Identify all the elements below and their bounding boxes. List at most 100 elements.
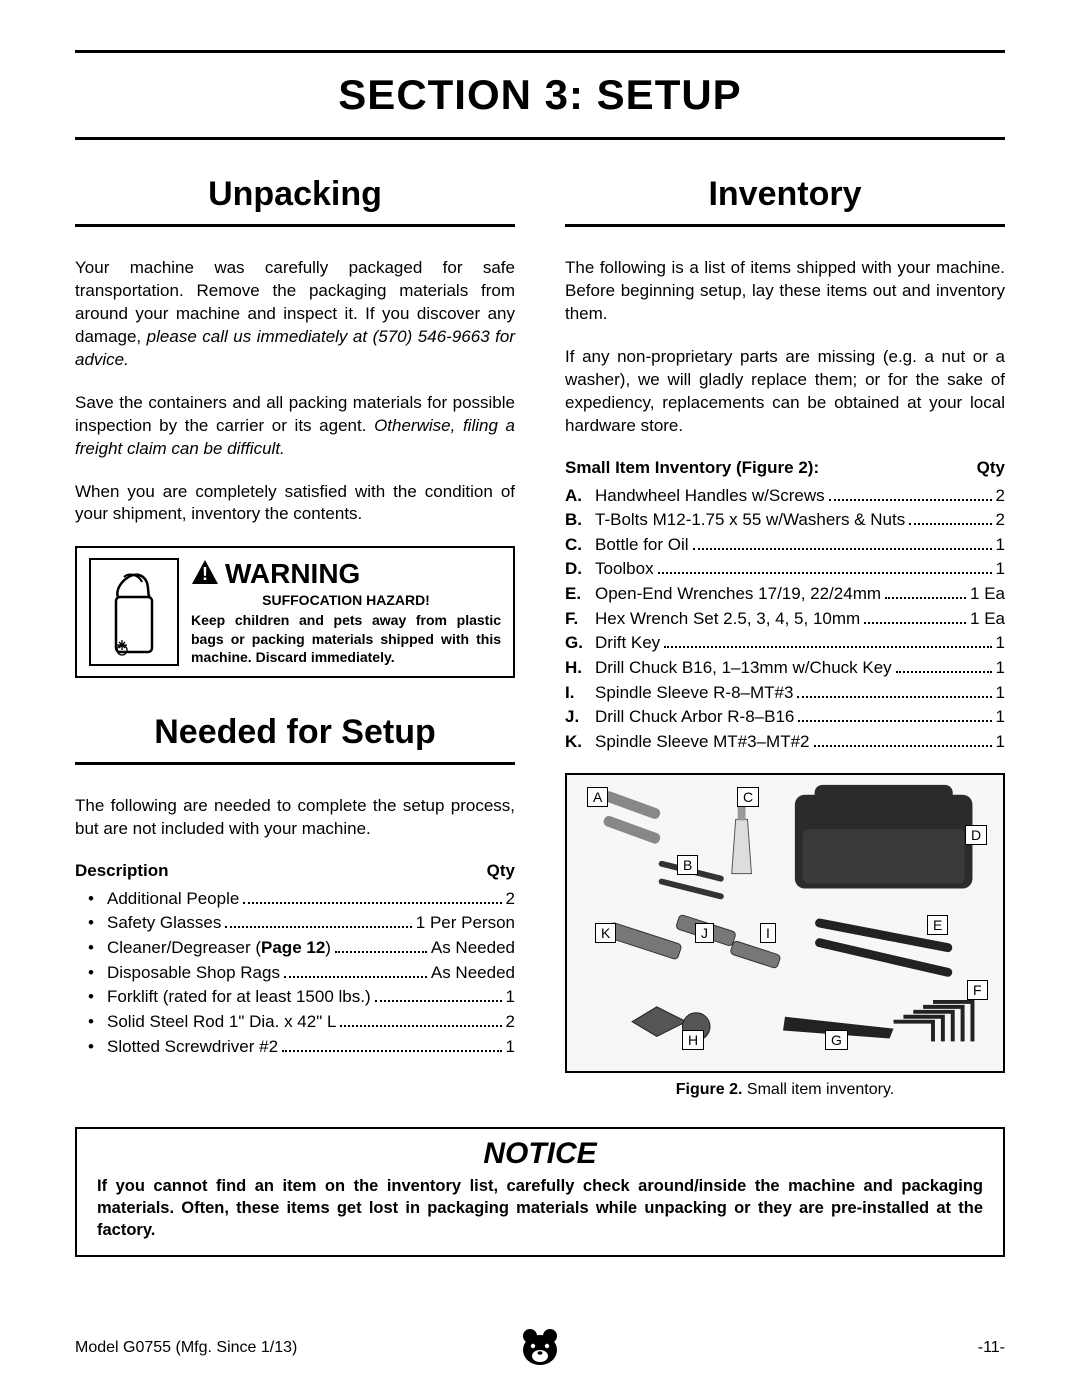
two-column-layout: Unpacking Your machine was carefully pac… bbox=[75, 175, 1005, 1099]
leader-dots bbox=[282, 1050, 502, 1052]
item-desc: Toolbox bbox=[595, 557, 654, 582]
item-desc: Drill Chuck B16, 1–13mm w/Chuck Key bbox=[595, 656, 892, 681]
fig-label-h: H bbox=[682, 1030, 704, 1050]
item-desc: T-Bolts M12-1.75 x 55 w/Washers & Nuts bbox=[595, 508, 905, 533]
bullet-icon: • bbox=[75, 985, 107, 1010]
item-desc: Spindle Sleeve R-8–MT#3 bbox=[595, 681, 793, 706]
leader-dots bbox=[335, 951, 427, 953]
footer-model: Model G0755 (Mfg. Since 1/13) bbox=[75, 1339, 297, 1357]
item-qty: 1 bbox=[996, 730, 1005, 755]
figure-caption: Figure 2. Small item inventory. bbox=[565, 1081, 1005, 1099]
right-column: Inventory The following is a list of ite… bbox=[565, 175, 1005, 1099]
inventory-list: A.Handwheel Handles w/Screws2B.T-Bolts M… bbox=[565, 484, 1005, 755]
fig-label-c: C bbox=[737, 787, 759, 807]
list-item: •Forklift (rated for at least 1500 lbs.)… bbox=[75, 985, 515, 1010]
fig-caption-text: Small item inventory. bbox=[742, 1081, 894, 1098]
fig-label-i: I bbox=[760, 923, 776, 943]
list-item: D.Toolbox 1 bbox=[565, 557, 1005, 582]
warning-text: ! WARNING SUFFOCATION HAZARD! Keep child… bbox=[191, 558, 501, 666]
list-item: •Solid Steel Rod 1" Dia. x 42" L 2 bbox=[75, 1010, 515, 1035]
svg-text:!: ! bbox=[202, 564, 208, 584]
warning-box: ! WARNING SUFFOCATION HAZARD! Keep child… bbox=[75, 546, 515, 678]
item-desc: Drift Key bbox=[595, 631, 660, 656]
item-desc: Bottle for Oil bbox=[595, 533, 689, 558]
item-letter: C. bbox=[565, 533, 595, 558]
item-letter: D. bbox=[565, 557, 595, 582]
col-description: Description bbox=[75, 861, 169, 881]
item-qty: 1 bbox=[996, 557, 1005, 582]
col-qty: Qty bbox=[487, 861, 515, 881]
warning-heading: ! WARNING bbox=[191, 558, 501, 590]
fig-label-e: E bbox=[927, 915, 948, 935]
leader-dots bbox=[797, 696, 991, 698]
item-letter: F. bbox=[565, 607, 595, 632]
leader-dots bbox=[243, 902, 501, 904]
col-description: Small Item Inventory (Figure 2): bbox=[565, 458, 819, 478]
item-desc: Slotted Screwdriver #2 bbox=[107, 1035, 278, 1060]
notice-heading: NOTICE bbox=[97, 1137, 983, 1171]
item-letter: K. bbox=[565, 730, 595, 755]
leader-dots bbox=[225, 926, 411, 928]
item-letter: B. bbox=[565, 508, 595, 533]
leader-dots bbox=[284, 976, 427, 978]
unpacking-heading: Unpacking bbox=[75, 175, 515, 227]
inventory-heading: Inventory bbox=[565, 175, 1005, 227]
warning-body: Keep children and pets away from plastic… bbox=[191, 611, 501, 666]
list-item: •Disposable Shop RagsAs Needed bbox=[75, 961, 515, 986]
leader-dots bbox=[896, 671, 992, 673]
item-letter: J. bbox=[565, 705, 595, 730]
inventory-p2: If any non-proprietary parts are missing… bbox=[565, 346, 1005, 438]
leader-dots bbox=[864, 622, 966, 624]
list-item: •Safety Glasses1 Per Person bbox=[75, 911, 515, 936]
needed-heading: Needed for Setup bbox=[75, 713, 515, 765]
leader-dots bbox=[664, 646, 991, 648]
fig-label-k: K bbox=[595, 923, 616, 943]
item-qty: 2 bbox=[996, 508, 1005, 533]
bullet-icon: • bbox=[75, 887, 107, 912]
list-item: K.Spindle Sleeve MT#3–MT#21 bbox=[565, 730, 1005, 755]
fig-label-d: D bbox=[965, 825, 987, 845]
item-qty: 2 bbox=[506, 1010, 515, 1035]
fig-label-g: G bbox=[825, 1030, 848, 1050]
item-desc: Disposable Shop Rags bbox=[107, 961, 280, 986]
page-footer: Model G0755 (Mfg. Since 1/13) -11- bbox=[75, 1339, 1005, 1357]
item-desc: Solid Steel Rod 1" Dia. x 42" L bbox=[107, 1010, 336, 1035]
item-qty: 1 Per Person bbox=[416, 911, 515, 936]
fig-label-a: A bbox=[587, 787, 608, 807]
leader-dots bbox=[693, 548, 992, 550]
list-item: C.Bottle for Oil 1 bbox=[565, 533, 1005, 558]
leader-dots bbox=[658, 572, 992, 574]
left-column: Unpacking Your machine was carefully pac… bbox=[75, 175, 515, 1099]
leader-dots bbox=[885, 597, 966, 599]
list-item: E.Open-End Wrenches 17/19, 22/24mm1 Ea bbox=[565, 582, 1005, 607]
item-desc: Hex Wrench Set 2.5, 3, 4, 5, 10mm bbox=[595, 607, 860, 632]
item-desc: Safety Glasses bbox=[107, 911, 221, 936]
fig-label-f: F bbox=[967, 980, 988, 1000]
item-qty: 2 bbox=[996, 484, 1005, 509]
list-item: •Cleaner/Degreaser (Page 12)As Needed bbox=[75, 936, 515, 961]
item-desc: Cleaner/Degreaser (Page 12) bbox=[107, 936, 331, 961]
bullet-icon: • bbox=[75, 1010, 107, 1035]
item-qty: 1 bbox=[996, 681, 1005, 706]
item-desc: Forklift (rated for at least 1500 lbs.) bbox=[107, 985, 371, 1010]
inventory-p1: The following is a list of items shipped… bbox=[565, 257, 1005, 326]
item-letter: I. bbox=[565, 681, 595, 706]
bullet-icon: • bbox=[75, 1035, 107, 1060]
list-item: G.Drift Key1 bbox=[565, 631, 1005, 656]
leader-dots bbox=[375, 1000, 502, 1002]
col-qty: Qty bbox=[977, 458, 1005, 478]
item-qty: As Needed bbox=[431, 936, 515, 961]
item-qty: 1 Ea bbox=[970, 582, 1005, 607]
item-desc: Open-End Wrenches 17/19, 22/24mm bbox=[595, 582, 881, 607]
needed-intro: The following are needed to complete the… bbox=[75, 795, 515, 841]
unpacking-p3: When you are completely satisfied with t… bbox=[75, 481, 515, 527]
needed-list: •Additional People2•Safety Glasses1 Per … bbox=[75, 887, 515, 1059]
item-letter: G. bbox=[565, 631, 595, 656]
item-qty: As Needed bbox=[431, 961, 515, 986]
unpacking-p1: Your machine was carefully packaged for … bbox=[75, 257, 515, 372]
needed-list-header: Description Qty bbox=[75, 861, 515, 881]
list-item: •Additional People2 bbox=[75, 887, 515, 912]
item-qty: 1 bbox=[996, 533, 1005, 558]
list-item: •Slotted Screwdriver #21 bbox=[75, 1035, 515, 1060]
item-desc: Handwheel Handles w/Screws bbox=[595, 484, 825, 509]
